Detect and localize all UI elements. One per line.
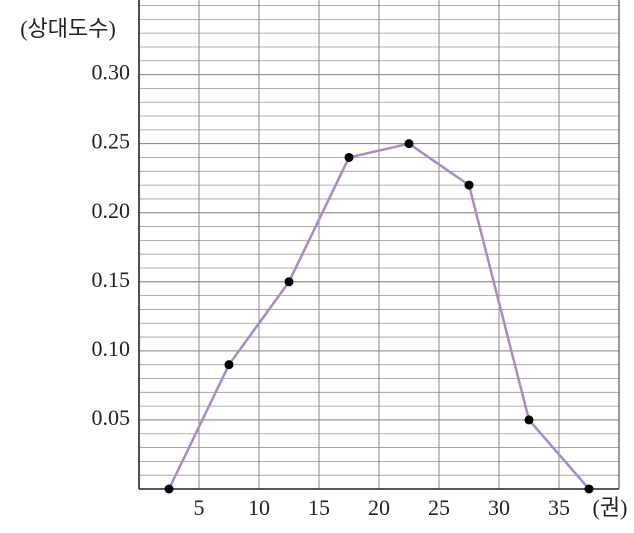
point: [584, 484, 594, 494]
x-tick-label: 20: [368, 495, 390, 520]
y-tick-label: 0.10: [92, 336, 131, 361]
x-tick-label: 5: [194, 495, 205, 520]
point: [404, 139, 414, 149]
point: [284, 277, 294, 287]
x-axis-label: (권): [593, 495, 628, 520]
y-tick-label: 0.05: [92, 405, 131, 430]
y-axis-label: (상대도수): [20, 16, 116, 41]
point: [464, 180, 474, 190]
x-tick-label: 35: [548, 495, 570, 520]
point: [524, 415, 534, 425]
point: [344, 152, 354, 162]
point: [164, 484, 174, 494]
x-tick-label: 25: [428, 495, 450, 520]
series-line: [167, 142, 590, 490]
y-tick-label: 0.15: [92, 267, 131, 292]
x-tick-label: 15: [308, 495, 330, 520]
y-tick-label: 0.20: [92, 198, 131, 223]
point: [224, 360, 234, 370]
y-tick-label: 0.25: [92, 129, 131, 154]
y-tick-label: 0.30: [92, 60, 131, 85]
x-tick-label: 30: [488, 495, 510, 520]
x-tick-label: 10: [248, 495, 270, 520]
